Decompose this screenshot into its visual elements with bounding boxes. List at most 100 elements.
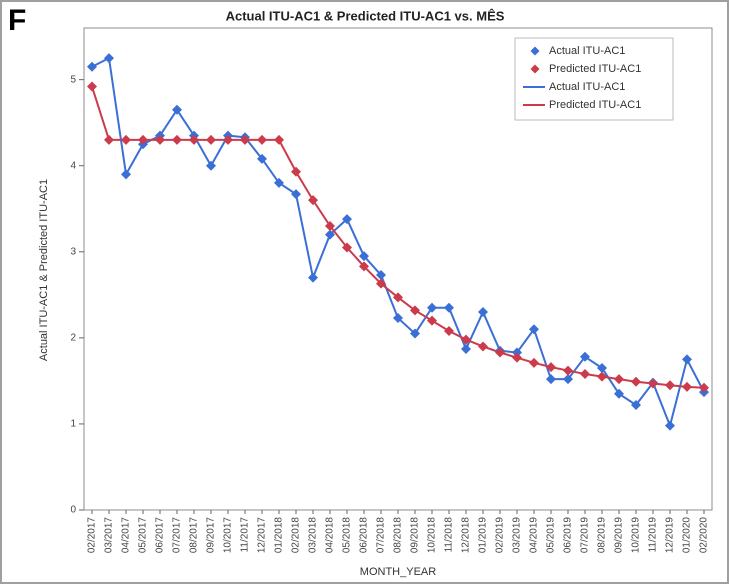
data-point bbox=[563, 365, 573, 376]
data-point bbox=[495, 347, 505, 358]
data-point bbox=[478, 307, 488, 318]
legend-marker bbox=[530, 64, 540, 74]
data-point bbox=[665, 380, 675, 391]
x-tick-label: 07/2018 bbox=[376, 517, 387, 554]
data-point bbox=[529, 357, 539, 368]
x-tick-label: 05/2017 bbox=[138, 517, 149, 554]
x-tick-label: 04/2017 bbox=[121, 517, 132, 554]
data-point bbox=[393, 292, 403, 303]
x-tick-label: 08/2017 bbox=[189, 517, 200, 554]
legend-label: Actual ITU-AC1 bbox=[549, 81, 625, 93]
x-tick-label: 04/2018 bbox=[325, 517, 336, 554]
panel-label: F bbox=[8, 4, 26, 37]
x-tick-label: 03/2018 bbox=[308, 517, 319, 554]
data-point bbox=[461, 344, 471, 355]
data-point bbox=[87, 61, 97, 72]
data-point bbox=[189, 134, 199, 145]
x-tick-label: 03/2017 bbox=[104, 517, 115, 554]
x-tick-label: 10/2018 bbox=[427, 517, 438, 554]
data-point bbox=[546, 374, 556, 385]
data-point bbox=[342, 214, 352, 225]
x-tick-label: 10/2017 bbox=[223, 517, 234, 554]
data-point bbox=[223, 134, 233, 145]
data-point bbox=[121, 169, 131, 180]
data-point bbox=[291, 189, 301, 200]
x-tick-label: 12/2017 bbox=[257, 517, 268, 554]
data-point bbox=[478, 341, 488, 352]
x-tick-label: 05/2018 bbox=[342, 517, 353, 554]
x-tick-label: 12/2019 bbox=[665, 517, 676, 554]
data-point bbox=[257, 134, 267, 145]
x-tick-label: 09/2019 bbox=[614, 517, 625, 554]
legend-box bbox=[514, 37, 674, 121]
x-tick-label: 08/2019 bbox=[597, 517, 608, 554]
data-point bbox=[427, 302, 437, 313]
data-point bbox=[206, 160, 216, 171]
data-point bbox=[529, 324, 539, 335]
x-tick-label: 02/2019 bbox=[495, 517, 506, 554]
data-point bbox=[410, 305, 420, 316]
data-point bbox=[580, 369, 590, 380]
x-axis-label: MONTH_YEAR bbox=[360, 566, 436, 578]
data-point bbox=[376, 278, 386, 289]
x-tick-label: 03/2019 bbox=[512, 517, 523, 554]
data-point bbox=[274, 177, 284, 188]
x-tick-label: 11/2019 bbox=[648, 517, 659, 553]
data-point bbox=[631, 376, 641, 387]
data-point bbox=[682, 354, 692, 365]
data-point bbox=[512, 352, 522, 363]
data-point bbox=[444, 325, 454, 336]
data-point bbox=[682, 381, 692, 392]
data-point bbox=[172, 104, 182, 115]
data-point bbox=[308, 272, 318, 283]
legend-marker bbox=[530, 46, 540, 56]
data-point bbox=[427, 315, 437, 326]
data-point bbox=[240, 134, 250, 145]
data-point bbox=[325, 220, 335, 231]
data-point bbox=[138, 134, 148, 145]
x-tick-label: 07/2019 bbox=[580, 517, 591, 554]
x-tick-label: 06/2019 bbox=[563, 517, 574, 554]
x-tick-label: 07/2017 bbox=[172, 517, 183, 554]
data-point bbox=[665, 420, 675, 431]
data-point bbox=[274, 134, 284, 145]
data-point bbox=[376, 270, 386, 281]
data-point bbox=[342, 242, 352, 253]
x-tick-label: 09/2018 bbox=[410, 517, 421, 554]
x-tick-label: 11/2018 bbox=[444, 517, 455, 553]
x-tick-label: 08/2018 bbox=[393, 517, 404, 554]
data-point bbox=[257, 153, 267, 164]
data-point bbox=[172, 134, 182, 145]
legend-label: Predicted ITU-AC1 bbox=[549, 99, 641, 111]
x-tick-label: 01/2018 bbox=[274, 517, 285, 554]
y-tick-label: 1 bbox=[70, 419, 76, 430]
data-point bbox=[104, 134, 114, 145]
data-point bbox=[648, 378, 658, 389]
data-point bbox=[393, 313, 403, 324]
legend-label: Predicted ITU-AC1 bbox=[549, 63, 641, 75]
y-axis-label: Actual ITU-AC1 & Predicted ITU-AC1 bbox=[38, 179, 50, 361]
data-point bbox=[580, 351, 590, 362]
x-tick-label: 05/2019 bbox=[546, 517, 557, 554]
x-tick-label: 12/2018 bbox=[461, 517, 472, 554]
y-tick-label: 2 bbox=[70, 332, 76, 343]
data-point bbox=[461, 334, 471, 345]
y-tick-label: 0 bbox=[70, 505, 76, 516]
data-point bbox=[444, 302, 454, 313]
data-point bbox=[597, 371, 607, 382]
x-tick-label: 02/2017 bbox=[87, 517, 98, 554]
data-point bbox=[291, 166, 301, 177]
x-tick-label: 01/2019 bbox=[478, 517, 489, 554]
x-tick-label: 06/2017 bbox=[155, 517, 166, 554]
legend-label: Actual ITU-AC1 bbox=[549, 45, 625, 57]
data-point bbox=[512, 347, 522, 358]
data-point bbox=[359, 261, 369, 272]
data-point bbox=[546, 362, 556, 373]
data-point bbox=[597, 362, 607, 373]
data-point bbox=[563, 374, 573, 385]
chart-title: Actual ITU-AC1 & Predicted ITU-AC1 vs. M… bbox=[226, 8, 505, 23]
data-point bbox=[104, 53, 114, 64]
data-point bbox=[614, 388, 624, 399]
x-tick-label: 04/2019 bbox=[529, 517, 540, 554]
